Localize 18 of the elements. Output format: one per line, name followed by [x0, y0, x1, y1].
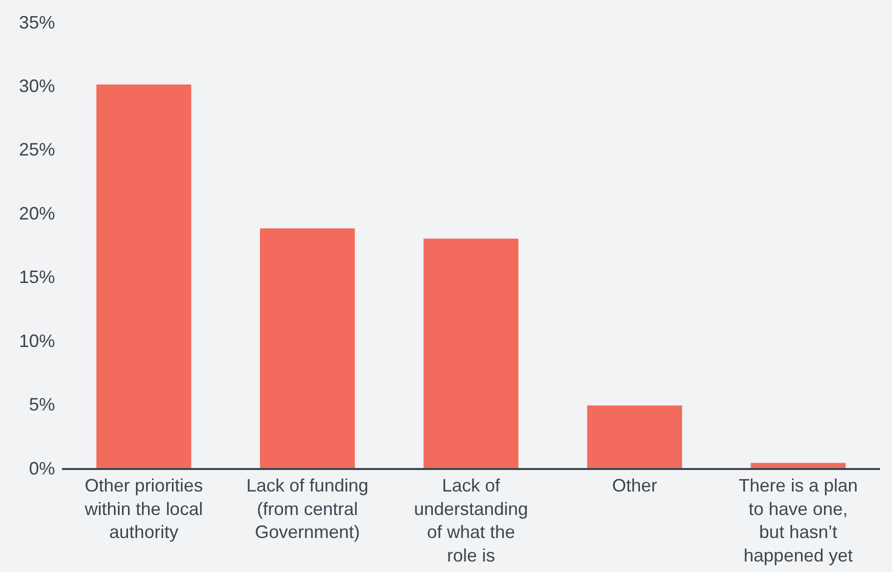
y-tick-label: 30% — [18, 76, 55, 96]
y-tick-label: 15% — [18, 267, 55, 288]
y-tick-label: 35% — [18, 12, 55, 32]
y-tick-label: 20% — [18, 203, 55, 224]
x-tick-label: Other priorities within the local authority — [84, 475, 203, 542]
bar — [96, 84, 192, 468]
bar — [750, 462, 846, 468]
y-tick-label: 10% — [18, 330, 55, 351]
y-tick-label: 25% — [18, 140, 55, 160]
x-tick-label: Lack of understanding of what the role is — [414, 475, 528, 566]
y-tick-label: 0% — [28, 458, 55, 478]
bar — [424, 238, 518, 468]
bar — [587, 406, 682, 468]
y-tick-label: 5% — [28, 394, 55, 415]
x-tick-label: Lack of funding (from central Government) — [246, 475, 368, 542]
x-tick-label: There is a plan to have one, but hasn’t happened yet — [738, 475, 858, 566]
bar — [260, 228, 355, 468]
x-tick-label: Other — [612, 475, 658, 496]
